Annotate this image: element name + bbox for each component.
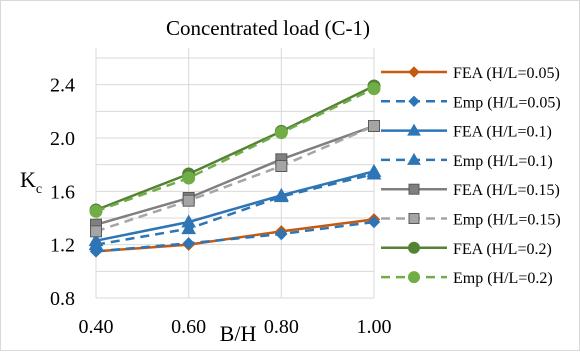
data-point-circle	[274, 126, 288, 140]
data-point-triangle	[88, 237, 104, 251]
data-point-triangle	[366, 166, 382, 180]
legend-label: FEA (H/L=0.1)	[453, 124, 552, 141]
y-tick-label: 1.6	[50, 181, 75, 203]
y-tick-label: 2.0	[50, 128, 75, 150]
data-point-diamond	[408, 66, 420, 78]
series-layer	[88, 79, 382, 258]
data-point-triangle	[407, 152, 421, 165]
data-point-square	[275, 160, 288, 172]
legend-label: Emp (H/L=0.15)	[453, 212, 561, 229]
y-tick-label: 2.4	[50, 75, 75, 97]
chart-title: Concentrated load (C-1)	[166, 16, 370, 40]
legend-item: Emp (H/L=0.1)	[381, 152, 553, 170]
series-line	[95, 84, 375, 212]
legend-item: Emp (H/L=0.2)	[381, 270, 553, 287]
data-point-circle	[408, 241, 420, 254]
legend-item: FEA (H/L=0.15)	[381, 182, 560, 199]
y-axis-label: Kc	[20, 167, 42, 197]
series-4	[88, 166, 382, 251]
series-2	[89, 215, 381, 258]
data-point-square	[408, 213, 420, 224]
grid	[95, 48, 375, 299]
series-7	[89, 79, 381, 217]
data-point-triangle	[273, 189, 289, 203]
series-line	[95, 170, 375, 242]
legend-label: Emp (H/L=0.2)	[453, 270, 553, 287]
data-point-triangle	[407, 123, 421, 136]
data-point-circle	[367, 82, 381, 96]
x-axis-label: B/H	[220, 321, 257, 346]
legend-label: FEA (H/L=0.15)	[453, 182, 560, 199]
y-tick-label: 1.2	[50, 235, 75, 257]
legend-label: FEA (H/L=0.05)	[453, 65, 560, 82]
data-point-triangle	[181, 221, 197, 235]
y-tick-label: 0.8	[50, 288, 75, 310]
legend-item: FEA (H/L=0.2)	[381, 241, 552, 258]
series-6	[90, 120, 380, 238]
legend-item: FEA (H/L=0.1)	[381, 123, 552, 141]
legend-item: FEA (H/L=0.05)	[381, 65, 560, 82]
legend-label: Emp (H/L=0.05)	[453, 94, 561, 111]
series-line	[95, 124, 375, 226]
data-point-square	[182, 194, 195, 207]
legend: FEA (H/L=0.05) Emp (H/L=0.05) FEA (H/L=0.1…	[381, 65, 561, 287]
series-line	[95, 218, 375, 253]
data-point-diamond	[408, 95, 420, 108]
legend-item: Emp (H/L=0.05)	[381, 94, 561, 111]
y-axis-label-subscript: c	[36, 182, 42, 197]
data-point-circle	[89, 204, 103, 218]
data-point-circle	[408, 271, 420, 284]
data-point-diamond	[182, 237, 195, 250]
series-line	[95, 172, 375, 246]
series-1	[89, 213, 381, 258]
y-axis-label-main: K	[20, 167, 36, 192]
x-tick-label: 0.40	[79, 316, 114, 338]
x-tick-label: 0.80	[264, 316, 299, 338]
x-tick-label: 0.60	[171, 316, 206, 338]
legend-item: Emp (H/L=0.15)	[381, 212, 561, 229]
data-point-diamond	[367, 215, 381, 229]
series-line	[95, 220, 375, 253]
data-point-square	[368, 120, 380, 132]
data-point-diamond	[275, 227, 288, 241]
legend-label: Emp (H/L=0.1)	[453, 153, 553, 170]
x-tick-label: 1.00	[357, 316, 392, 338]
data-point-square	[408, 183, 420, 195]
series-line	[95, 87, 375, 213]
axes: 0.40 0.60 0.80 1.00 0.8 1.2 1.6 2.0 2.4	[50, 75, 392, 338]
series-line	[95, 124, 375, 233]
series-3	[88, 163, 382, 247]
series-8	[89, 82, 381, 218]
legend-label: FEA (H/L=0.2)	[453, 241, 552, 258]
data-point-square	[90, 225, 102, 238]
data-point-circle	[182, 171, 196, 185]
